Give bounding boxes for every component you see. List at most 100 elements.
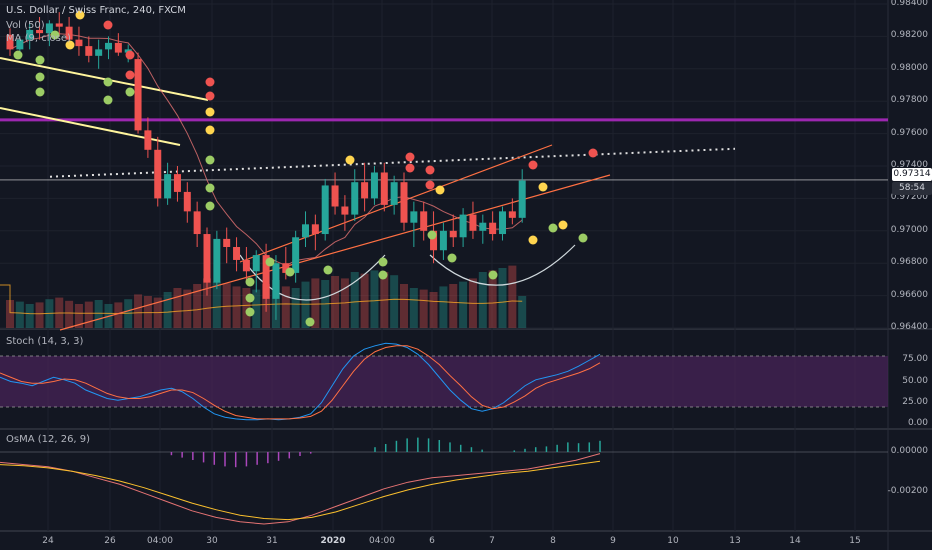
indicator-dot bbox=[548, 223, 558, 233]
indicator-dot bbox=[265, 257, 275, 267]
indicator-dot bbox=[245, 277, 255, 287]
candle-body bbox=[6, 34, 14, 50]
volume-ma-line bbox=[0, 284, 523, 315]
trend-line bbox=[0, 107, 181, 146]
candle-body bbox=[420, 211, 428, 231]
indicator-dot bbox=[205, 91, 215, 101]
indicator-dot bbox=[65, 40, 75, 50]
stoch-axis-label: 25.00 bbox=[902, 396, 928, 407]
volume-bar bbox=[281, 286, 290, 328]
time-axis-label: 04:00 bbox=[369, 536, 395, 546]
indicator-dot bbox=[125, 50, 135, 60]
osma-axis-label: 0.00000 bbox=[890, 446, 928, 456]
candle-body bbox=[164, 174, 172, 199]
time-axis-label: 9 bbox=[610, 536, 616, 546]
candle-body bbox=[449, 230, 457, 238]
price-axis-label: 0.97400 bbox=[890, 160, 928, 170]
countdown-tag: 58:54 bbox=[892, 182, 932, 195]
volume-bar bbox=[508, 265, 517, 328]
time-axis-label: 14 bbox=[789, 536, 801, 546]
indicator-dot bbox=[538, 182, 548, 192]
time-axis-label: 26 bbox=[104, 536, 116, 546]
indicator-dot bbox=[528, 160, 538, 170]
volume-bar bbox=[252, 289, 261, 328]
indicator-dot bbox=[245, 293, 255, 303]
indicator-dot bbox=[245, 307, 255, 317]
volume-bar bbox=[65, 300, 74, 328]
indicator-dot bbox=[405, 152, 415, 162]
cup-arc bbox=[239, 254, 386, 301]
candle-body bbox=[479, 222, 487, 231]
time-axis-label: 13 bbox=[729, 536, 741, 546]
symbol-legend: U.S. Dollar / Swiss Franc, 240, FXCM bbox=[6, 5, 186, 16]
candle-body bbox=[361, 182, 369, 199]
indicator-dot bbox=[50, 30, 60, 40]
volume-bar bbox=[311, 278, 320, 328]
time-axis-label: 8 bbox=[550, 536, 556, 546]
candle-body bbox=[469, 214, 477, 231]
volume-bar bbox=[84, 301, 93, 328]
indicator-dot bbox=[345, 155, 355, 165]
time-axis-label: 04:00 bbox=[147, 536, 173, 546]
volume-bar bbox=[350, 272, 359, 328]
candle-body bbox=[242, 259, 250, 272]
candle-body bbox=[105, 42, 112, 50]
stoch-axis-label: 50.00 bbox=[902, 375, 928, 386]
stoch-axis-label: 75.00 bbox=[902, 354, 928, 365]
candle-body bbox=[26, 29, 34, 40]
volume-bar bbox=[488, 270, 497, 328]
indicator-dot bbox=[378, 270, 388, 280]
candle-body bbox=[410, 211, 418, 223]
time-axis-label: 31 bbox=[266, 536, 278, 546]
indicator-dot bbox=[103, 77, 113, 87]
channel-line bbox=[59, 174, 611, 331]
indicator-dot bbox=[205, 155, 215, 165]
price-axis-label: 0.98000 bbox=[890, 62, 928, 73]
volume-bar bbox=[94, 300, 103, 328]
candle-body bbox=[75, 39, 83, 47]
time-axis-label: 6 bbox=[429, 536, 435, 546]
time-axis-label: 7 bbox=[489, 536, 495, 546]
indicator-dot bbox=[35, 72, 45, 82]
volume-bar bbox=[449, 284, 458, 328]
stoch-k-line bbox=[0, 342, 601, 421]
candle-body bbox=[203, 234, 211, 283]
volume-bar bbox=[203, 278, 211, 328]
volume-bar bbox=[409, 288, 418, 328]
candle-body bbox=[213, 238, 221, 283]
indicator-dot bbox=[488, 270, 498, 280]
indicator-dot bbox=[425, 165, 435, 175]
signal-line bbox=[0, 460, 601, 521]
price-axis-label: 0.97200 bbox=[890, 192, 928, 203]
price-axis-label: 0.96400 bbox=[890, 322, 928, 332]
volume-bar bbox=[134, 294, 143, 328]
symbol-title: U.S. Dollar / Swiss Franc, 240, FXCM bbox=[6, 5, 186, 16]
price-axis-label: 0.98400 bbox=[890, 0, 928, 8]
indicator-dot bbox=[588, 148, 598, 158]
volume-bar bbox=[439, 286, 448, 328]
candle-body bbox=[518, 180, 526, 218]
cup-arc bbox=[429, 244, 576, 286]
volume-bar bbox=[390, 275, 399, 328]
volume-bar bbox=[370, 270, 379, 328]
volume-bar bbox=[163, 292, 172, 328]
indicator-dot bbox=[323, 265, 333, 275]
candle-body bbox=[36, 29, 44, 34]
candle-body bbox=[292, 237, 300, 273]
volume-bar bbox=[400, 284, 408, 328]
time-axis-label: 30 bbox=[206, 536, 218, 546]
candle-body bbox=[45, 23, 53, 34]
indicator-dot bbox=[13, 50, 23, 60]
indicator-dot bbox=[285, 267, 295, 277]
time-axis-label: 2020 bbox=[320, 536, 346, 546]
indicator-dot bbox=[205, 201, 215, 211]
indicator-dot bbox=[425, 180, 435, 190]
indicator-dot bbox=[35, 55, 45, 65]
candle-body bbox=[311, 224, 319, 235]
indicator-dot bbox=[205, 125, 215, 135]
volume-bar bbox=[222, 283, 231, 328]
osma-legend: OsMA (12, 26, 9) bbox=[6, 434, 91, 445]
ma-legend: MA (9, close) bbox=[6, 33, 71, 44]
